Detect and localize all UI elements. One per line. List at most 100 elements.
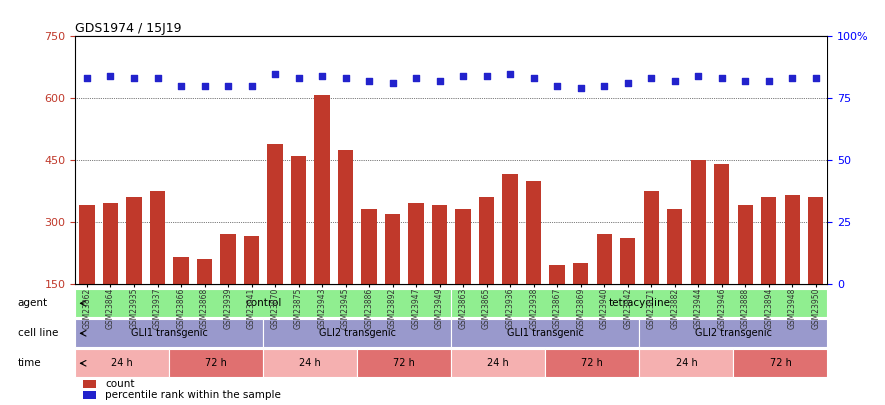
Point (362, 78, 376, 84)
Text: GLI2 transgenic: GLI2 transgenic (319, 328, 396, 338)
Bar (596, 234, 612, 345)
Point (785, 75, 799, 82)
Bar (267, 143, 282, 345)
Bar (526, 181, 542, 345)
Point (221, 83, 235, 89)
Bar (808, 197, 823, 345)
Point (714, 75, 728, 82)
Point (386, 80, 400, 87)
Bar (545, 349, 639, 377)
Text: 72 h: 72 h (394, 358, 415, 368)
Text: cell line: cell line (18, 328, 58, 338)
Bar (737, 205, 753, 345)
Bar (451, 319, 639, 347)
Text: 24 h: 24 h (299, 358, 321, 368)
Bar (220, 234, 235, 345)
Bar (264, 349, 358, 377)
Bar (639, 319, 827, 347)
Point (597, 83, 612, 89)
Bar (291, 156, 306, 345)
Bar (150, 191, 165, 345)
Bar (573, 263, 589, 345)
Point (691, 73, 705, 79)
Bar (83, 391, 96, 399)
Point (104, 73, 118, 79)
Bar (432, 205, 447, 345)
Point (503, 70, 517, 77)
Text: GLI1 transgenic: GLI1 transgenic (131, 328, 208, 338)
Bar (761, 197, 776, 345)
Bar (264, 319, 451, 347)
Point (174, 83, 189, 89)
Text: GDS1974 / 15J19: GDS1974 / 15J19 (75, 22, 181, 35)
Bar (196, 259, 212, 345)
Point (80, 75, 94, 82)
Bar (103, 203, 118, 345)
Bar (169, 349, 264, 377)
Bar (479, 197, 494, 345)
Bar (667, 209, 682, 345)
Text: 72 h: 72 h (205, 358, 227, 368)
Bar (451, 349, 545, 377)
Bar (385, 213, 400, 345)
Text: 24 h: 24 h (675, 358, 697, 368)
Text: GLI1 transgenic: GLI1 transgenic (507, 328, 584, 338)
Bar (338, 150, 353, 345)
Bar (75, 349, 169, 377)
Point (550, 83, 565, 89)
Point (667, 78, 681, 84)
Bar (358, 349, 451, 377)
Bar (785, 195, 800, 345)
Point (644, 75, 658, 82)
Bar (620, 238, 635, 345)
Point (456, 73, 470, 79)
Bar (361, 209, 377, 345)
Bar (639, 349, 734, 377)
Point (433, 78, 447, 84)
Bar (456, 209, 471, 345)
Bar (734, 349, 827, 377)
Point (127, 75, 141, 82)
Point (150, 75, 165, 82)
Bar (83, 380, 96, 388)
Point (338, 75, 352, 82)
Point (315, 73, 329, 79)
Point (527, 75, 541, 82)
Point (809, 75, 823, 82)
Point (573, 85, 588, 92)
Text: 24 h: 24 h (488, 358, 509, 368)
Text: count: count (105, 379, 135, 389)
Bar (550, 265, 565, 345)
Bar (314, 95, 330, 345)
Point (480, 73, 494, 79)
Text: agent: agent (18, 298, 48, 308)
Point (409, 75, 423, 82)
Text: percentile rank within the sample: percentile rank within the sample (105, 390, 281, 401)
Bar (451, 289, 827, 318)
Point (268, 70, 282, 77)
Bar (75, 289, 451, 318)
Bar (714, 164, 729, 345)
Text: 72 h: 72 h (581, 358, 604, 368)
Bar (80, 205, 95, 345)
Text: tetracycline: tetracycline (608, 298, 671, 308)
Text: control: control (245, 298, 281, 308)
Point (244, 83, 258, 89)
Text: GLI2 transgenic: GLI2 transgenic (695, 328, 772, 338)
Bar (173, 257, 189, 345)
Point (291, 75, 305, 82)
Point (738, 78, 752, 84)
Bar (127, 197, 142, 345)
Bar (75, 319, 264, 347)
Bar (643, 191, 658, 345)
Bar (503, 175, 518, 345)
Text: 24 h: 24 h (112, 358, 133, 368)
Bar (244, 236, 259, 345)
Text: time: time (18, 358, 42, 368)
Text: 72 h: 72 h (770, 358, 791, 368)
Point (197, 83, 212, 89)
Bar (409, 203, 424, 345)
Point (620, 80, 635, 87)
Point (762, 78, 776, 84)
Bar (690, 160, 706, 345)
